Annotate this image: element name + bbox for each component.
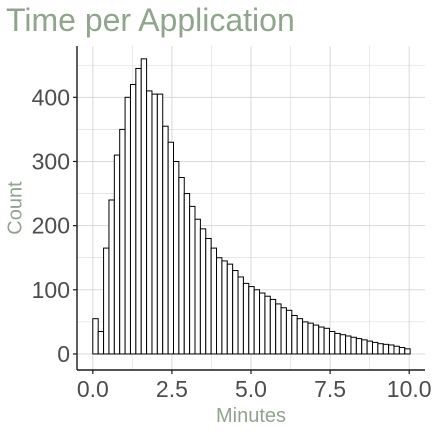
histogram-bar: [92, 318, 99, 355]
x-tick-label: 0.0: [77, 376, 109, 402]
histogram-bar: [135, 67, 142, 355]
histogram-bar: [312, 324, 320, 355]
histogram-bar: [242, 282, 250, 355]
histogram-bar: [382, 343, 390, 355]
histogram-bar: [334, 332, 341, 355]
histogram-bar: [350, 336, 357, 355]
histogram-bar: [393, 345, 400, 355]
tick-layer: 0 100 200 300 400 0.0 2.5 5.0 7.5 10.0: [32, 84, 432, 402]
histogram-bar: [361, 339, 368, 355]
histogram-bar: [189, 205, 196, 355]
histogram-bar: [113, 154, 121, 355]
histogram-bar: [172, 160, 180, 355]
histogram-bar: [345, 335, 352, 355]
histogram-bar: [264, 295, 271, 355]
bar-layer: [92, 58, 411, 355]
x-tick-label: 10.0: [387, 376, 432, 402]
histogram-bar: [323, 327, 330, 355]
histogram-bar: [103, 247, 110, 355]
histogram-bar: [129, 83, 137, 355]
histogram-bar: [162, 125, 169, 355]
y-tick-label: 0: [57, 341, 70, 367]
x-tick-label: 2.5: [156, 376, 188, 402]
x-axis-title: Minutes: [215, 405, 287, 427]
histogram-bar: [404, 348, 411, 355]
histogram-bar: [140, 58, 148, 355]
chart-title: Time per Application: [6, 2, 295, 38]
histogram-bar: [339, 334, 347, 355]
histogram-bar: [146, 90, 153, 355]
histogram-bar: [328, 331, 336, 355]
histogram-bar: [371, 341, 379, 355]
histogram-bar: [108, 199, 115, 355]
histogram-bar: [216, 257, 223, 355]
histogram-bar: [366, 340, 373, 355]
histogram-bar: [388, 344, 395, 355]
histogram-bar: [248, 286, 255, 355]
histogram-bar: [124, 96, 131, 355]
histogram-bar: [232, 270, 239, 355]
histogram-bar: [226, 263, 234, 355]
histogram-bar: [296, 318, 304, 355]
histogram-bar: [178, 177, 185, 355]
histogram-bar: [237, 276, 244, 355]
histogram-bar: [269, 298, 277, 355]
y-tick-label: 300: [32, 148, 70, 174]
histogram-bar: [302, 321, 309, 355]
histogram-bar: [97, 331, 105, 355]
histogram-bar: [210, 247, 218, 355]
histogram-bar: [221, 260, 228, 355]
x-tick-label: 5.0: [235, 376, 267, 402]
histogram-bar: [156, 93, 164, 355]
histogram-bar: [285, 309, 293, 355]
y-tick-label: 400: [32, 84, 70, 110]
y-tick-label: 100: [32, 277, 70, 303]
histogram-bar: [398, 347, 406, 355]
histogram-bar: [259, 292, 266, 355]
histogram-bar: [199, 228, 207, 355]
histogram-bar: [167, 141, 174, 355]
histogram-bar: [355, 338, 363, 355]
histogram-bar: [307, 322, 314, 355]
histogram-bar: [275, 303, 282, 355]
histogram-bar: [377, 343, 384, 355]
y-tick-label: 200: [32, 213, 70, 239]
histogram-bar: [194, 218, 201, 355]
histogram-bar: [119, 128, 126, 355]
histogram-bar: [291, 314, 298, 355]
histogram-bar: [280, 307, 287, 355]
histogram-bar: [318, 326, 325, 355]
histogram-bar: [151, 93, 158, 355]
histogram-bar: [253, 289, 261, 355]
histogram-bar: [183, 193, 191, 355]
histogram-bar: [205, 237, 212, 355]
x-tick-label: 7.5: [314, 376, 346, 402]
